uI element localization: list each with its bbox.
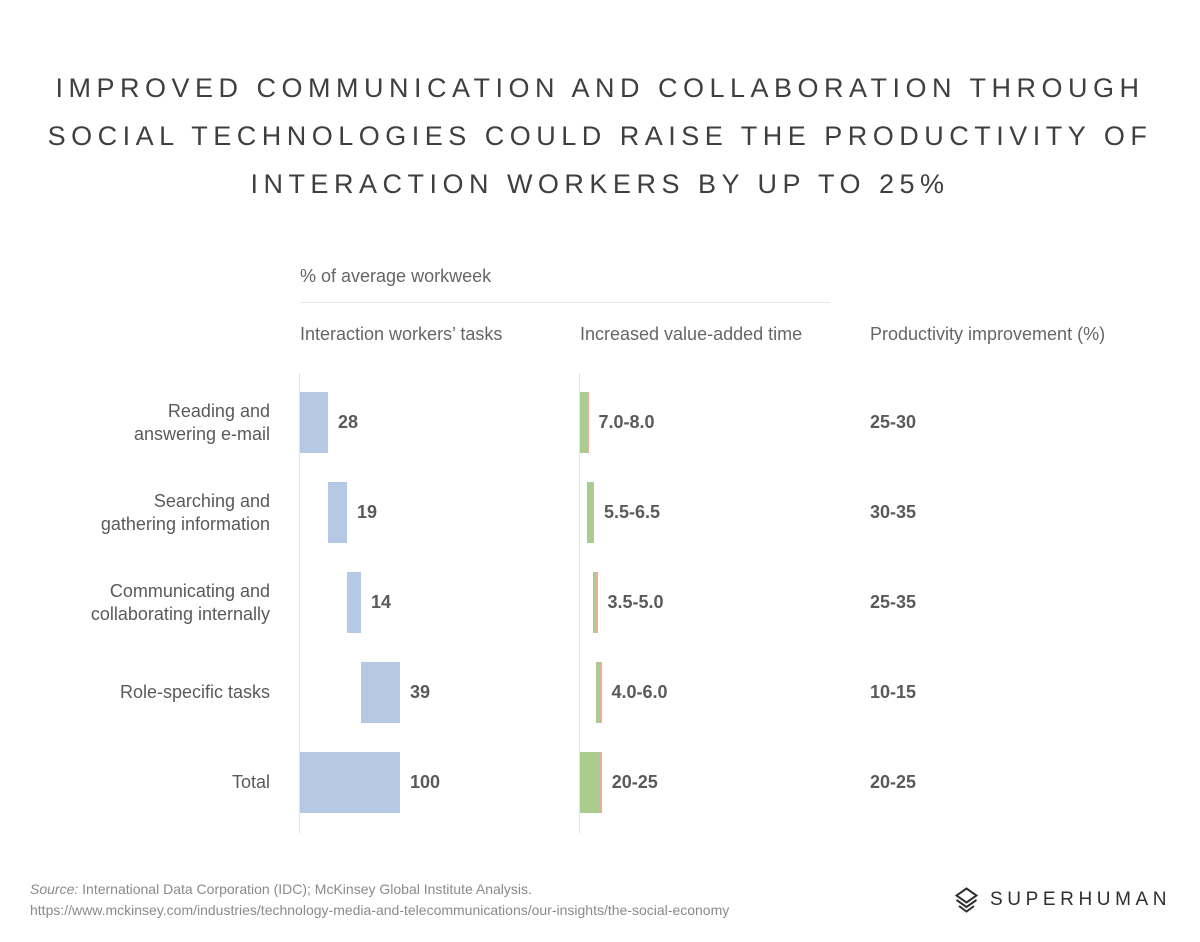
source-note: Source: International Data Corporation (… [30,879,729,921]
improvement-value-label: 20-25 [870,771,917,792]
row-label-line: Communicating and [109,580,270,601]
time-value-label: 7.0-8.0 [598,411,655,432]
subtitle-divider [300,302,830,303]
row-label-line: Total [231,772,270,792]
row-label-line: Reading and [167,400,270,421]
tasks-bar [361,662,400,723]
improvement-value-label: 25-35 [870,591,917,612]
time-bar-range [600,752,602,813]
row-label-line: Role-specific tasks [119,682,270,702]
tasks-value-label: 39 [410,681,431,702]
row-label: Communicating and collaborating internall… [30,580,270,626]
tasks-value-label: 19 [357,501,378,522]
time-value-label: 3.5-5.0 [607,591,664,612]
improvement-value-label: 30-35 [870,501,917,522]
time-bar-range [596,572,598,633]
brand-name: SUPERHUMAN [990,889,1172,910]
title-line-1: IMPROVED COMMUNICATION AND COLLABORATION… [55,73,1145,103]
tasks-value-label: 28 [338,411,359,432]
tasks-bar [328,482,347,543]
tasks-bar [347,572,361,633]
tasks-value-label: 100 [410,771,441,792]
row-label: Reading and answering e-mail [30,400,270,446]
tasks-column-header: Interaction workers’ tasks [300,324,503,344]
time-bar-low [580,752,600,813]
row-label: Searching and gathering information [30,490,270,536]
time-bar-range [592,482,594,543]
tasks-axis-line [299,373,300,833]
time-bar-low [596,662,600,723]
tasks-value-label: 14 [371,591,392,612]
chart-subtitle: % of average workweek [300,266,492,286]
row-label: Role-specific tasks [30,681,270,704]
source-url: https://www.mckinsey.com/industries/tech… [30,902,730,918]
source-prefix: Source: [30,881,79,897]
time-bar-range [600,662,602,723]
row-label-line: gathering information [100,513,270,534]
title-line-2: SOCIAL TECHNOLOGIES COULD RAISE THE PROD… [47,121,1153,151]
row-label-line: answering e-mail [133,423,270,444]
time-value-label: 5.5-6.5 [604,501,661,522]
time-value-label: 20-25 [611,771,658,792]
improvement-column-header: Productivity improvement (%) [870,324,1106,344]
chart-title: IMPROVED COMMUNICATION AND COLLABORATION… [0,64,1200,208]
improvement-value-label: 25-30 [870,411,917,432]
superhuman-logo-icon [955,887,978,913]
tasks-bar [300,392,328,453]
time-bar-low [587,482,593,543]
time-bar-low [592,572,596,633]
brand-logo: SUPERHUMAN [955,884,1171,916]
tasks-bar [300,752,400,813]
source-text: International Data Corporation (IDC); Mc… [78,881,532,897]
time-bar-low [580,392,587,453]
title-line-3: INTERACTION WORKERS BY UP TO 25% [250,169,950,199]
time-column-header: Increased value-added time [580,324,803,344]
row-label: Total [30,771,270,794]
time-value-label: 4.0-6.0 [611,681,668,702]
time-bar-range [587,392,589,453]
improvement-value-label: 10-15 [870,681,917,702]
row-label-line: collaborating internally [90,603,270,624]
row-label-line: Searching and [153,490,270,511]
time-axis-line [579,373,580,833]
